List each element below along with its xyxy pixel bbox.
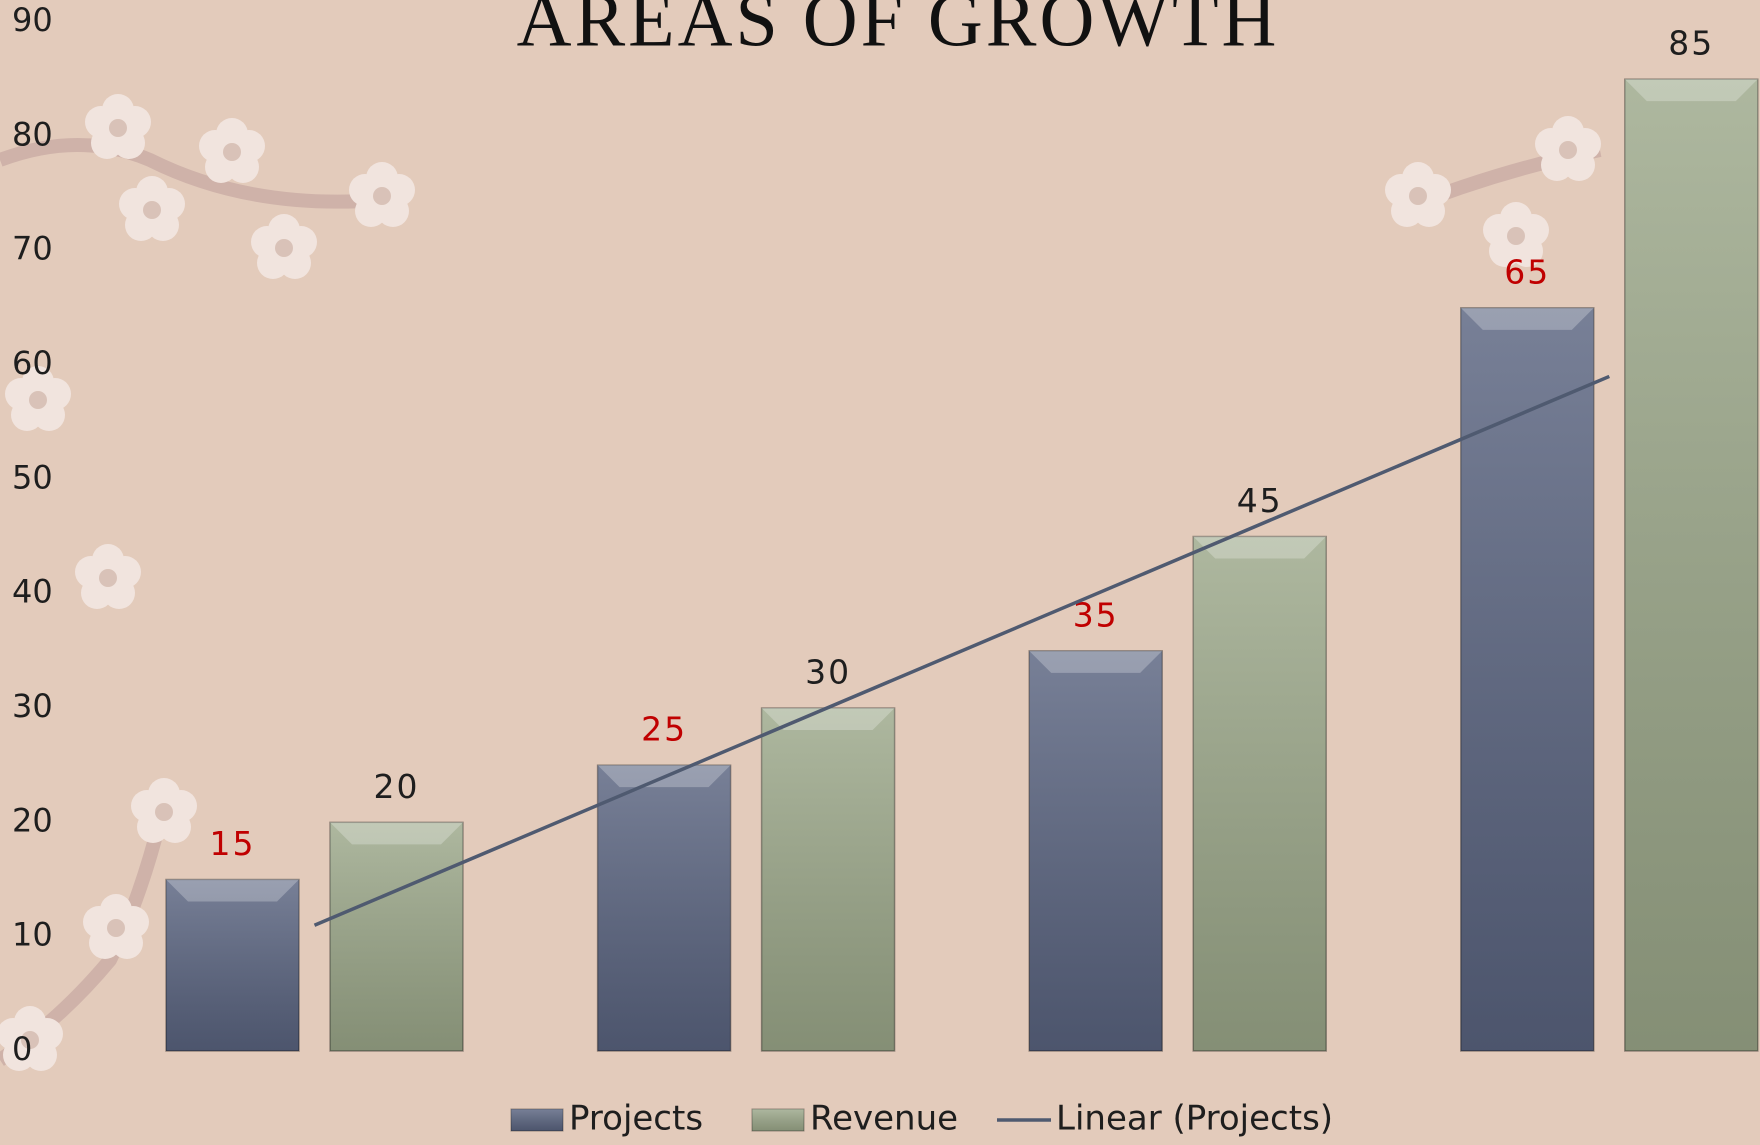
y-tick-label: 40 <box>12 573 53 611</box>
bar <box>1192 535 1327 1052</box>
bar-bevel <box>1029 650 1163 673</box>
data-label: 20 <box>374 767 420 806</box>
y-tick-label: 70 <box>12 230 53 268</box>
background-decoration <box>0 94 1602 1071</box>
legend-swatch-shade <box>511 1109 563 1131</box>
legend-label: Linear (Projects) <box>1056 1099 1333 1139</box>
bar-bevel <box>166 879 299 902</box>
chart-title: AREAS OF GROWTH <box>517 0 1280 62</box>
bar <box>760 707 896 1052</box>
y-tick-label: 90 <box>12 1 53 39</box>
data-label: 25 <box>641 710 687 749</box>
bar <box>1028 650 1163 1052</box>
bar <box>596 764 732 1052</box>
bar <box>1460 307 1595 1052</box>
y-tick-label: 60 <box>12 344 53 382</box>
trendline <box>313 374 1610 927</box>
y-tick-label: 10 <box>12 916 53 954</box>
data-label: 45 <box>1237 481 1283 520</box>
data-label: 30 <box>805 653 851 692</box>
bar <box>165 878 300 1052</box>
y-tick-label: 30 <box>12 687 53 725</box>
bar <box>329 821 464 1052</box>
bar-bevel <box>761 708 895 730</box>
data-label: 65 <box>1504 252 1550 291</box>
y-tick-label: 50 <box>12 458 53 496</box>
data-label: 15 <box>210 824 256 863</box>
bar <box>1624 78 1759 1052</box>
bar-bevel <box>1624 79 1758 102</box>
bar-bevel <box>330 822 463 845</box>
y-tick-label: 0 <box>12 1030 32 1068</box>
legend-swatch-shade <box>752 1109 804 1131</box>
legend-label: Projects <box>569 1099 703 1139</box>
y-tick-label: 80 <box>12 115 53 153</box>
data-label: 85 <box>1668 24 1714 63</box>
legend-label: Revenue <box>810 1099 958 1139</box>
bar-bevel <box>1460 307 1594 330</box>
y-tick-label: 20 <box>12 801 53 839</box>
bar-bevel <box>1193 536 1327 559</box>
